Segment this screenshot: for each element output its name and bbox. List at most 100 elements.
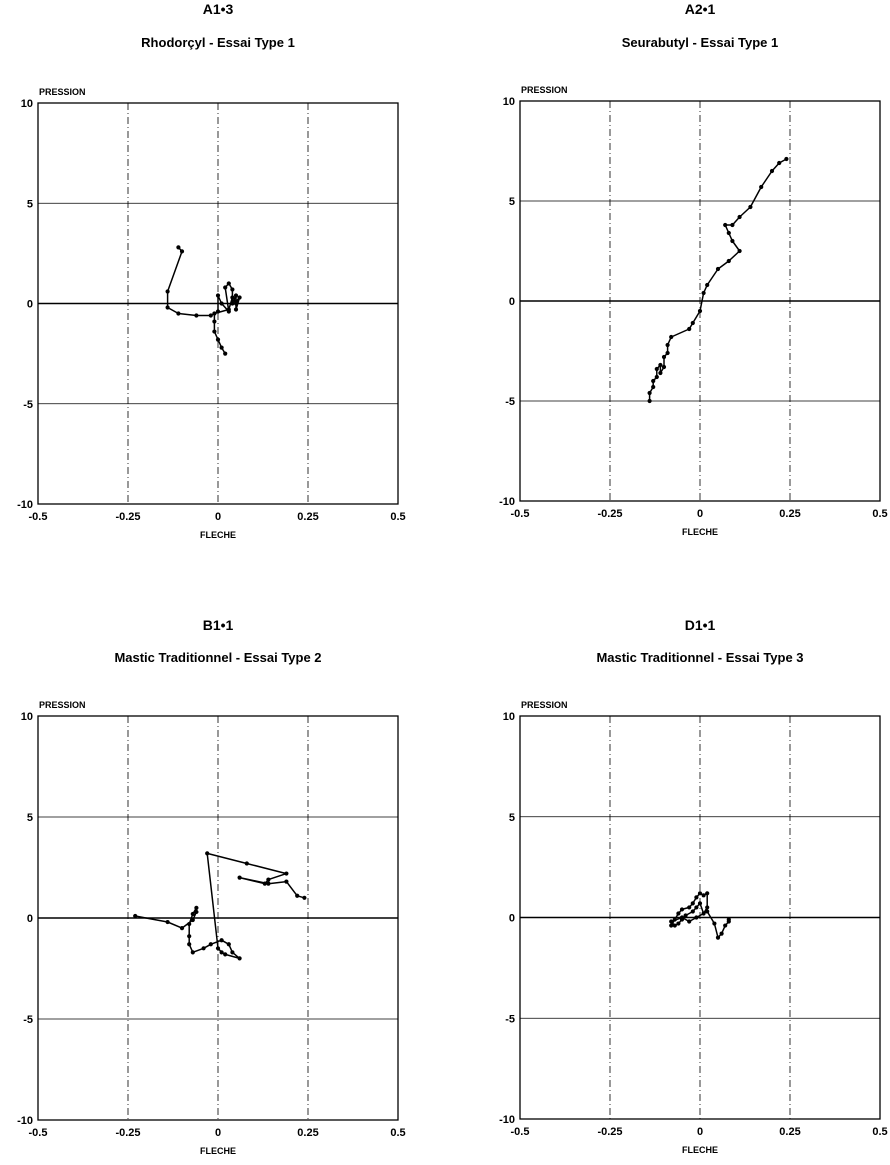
data-point — [230, 301, 235, 306]
data-point — [694, 905, 699, 910]
data-point — [726, 258, 731, 264]
x-tick-label: 0.5 — [872, 1126, 887, 1138]
x-tick-label: 0.5 — [390, 1127, 405, 1139]
data-point — [194, 909, 199, 915]
data-point — [201, 946, 206, 951]
data-point — [215, 293, 221, 298]
data-point — [730, 222, 735, 228]
data-point — [190, 950, 195, 955]
data-point — [223, 351, 228, 356]
chart-code: D1•1 — [685, 617, 716, 633]
data-point — [687, 326, 692, 332]
data-point — [219, 345, 224, 350]
data-point — [679, 907, 685, 912]
x-tick-label: 0 — [697, 508, 703, 520]
data-point — [194, 905, 199, 911]
data-point — [726, 230, 731, 236]
data-point — [759, 184, 764, 190]
chart-title: Mastic Traditionnel - Essai Type 2 — [114, 650, 321, 665]
data-point — [715, 266, 721, 272]
data-point — [705, 909, 710, 914]
x-tick-label: -0.25 — [115, 1127, 140, 1139]
data-point — [133, 913, 138, 919]
chart-panel-1: A1•3 Rhodorçyl - Essai Type 1 PRESSION FLEC… — [17, 1, 406, 540]
data-point — [194, 313, 199, 318]
data-point — [230, 295, 235, 300]
data-point — [690, 320, 695, 326]
data-point — [266, 881, 271, 886]
x-tick-label: -0.5 — [29, 1127, 48, 1139]
y-tick-label: 10 — [21, 711, 33, 723]
data-point — [712, 921, 717, 926]
data-point — [226, 942, 231, 947]
y-axis-label: PRESSION — [521, 700, 568, 710]
data-point — [676, 911, 681, 916]
x-tick-label: 0.25 — [297, 1127, 318, 1139]
y-tick-label: -5 — [23, 399, 33, 411]
data-point — [212, 329, 217, 334]
data-point — [658, 362, 663, 368]
y-tick-label: 0 — [509, 913, 515, 925]
data-point — [697, 308, 703, 314]
data-point — [730, 238, 735, 244]
plot-frame — [37, 715, 399, 1121]
x-tick-label: -0.5 — [511, 508, 530, 520]
y-tick-label: -5 — [505, 396, 515, 408]
data-point — [694, 895, 699, 900]
data-point — [726, 917, 731, 922]
y-tick-label: 0 — [27, 913, 33, 925]
data-point — [672, 923, 677, 928]
x-tick-label: -0.25 — [115, 511, 140, 523]
data-point — [665, 350, 670, 356]
chart-title: Mastic Traditionnel - Essai Type 3 — [596, 650, 803, 665]
data-point — [697, 901, 703, 906]
data-point — [165, 305, 170, 310]
y-tick-label: 5 — [27, 812, 33, 824]
data-point — [266, 877, 271, 882]
plot-frame — [37, 102, 399, 505]
chart-code: B1•1 — [203, 617, 234, 633]
y-tick-label: -5 — [505, 1013, 515, 1025]
data-point — [715, 935, 721, 940]
data-point — [219, 950, 224, 955]
y-tick-label: -10 — [499, 496, 515, 508]
data-point — [244, 861, 249, 866]
data-point — [205, 851, 210, 856]
y-tick-label: 10 — [503, 96, 515, 108]
data-point — [208, 942, 213, 947]
data-point — [284, 871, 289, 876]
x-tick-label: 0.25 — [779, 508, 800, 520]
x-tick-label: -0.25 — [597, 1126, 622, 1138]
chart-panel-3: B1•1 Mastic Traditionnel - Essai Type 2 PR… — [17, 617, 406, 1156]
data-point — [208, 313, 213, 318]
data-point — [651, 378, 656, 384]
data-point — [647, 398, 652, 404]
x-tick-label: -0.25 — [597, 508, 622, 520]
data-point — [223, 952, 228, 957]
data-point — [672, 917, 677, 922]
data-point — [669, 334, 674, 340]
y-tick-label: 10 — [503, 711, 515, 723]
data-point — [230, 950, 235, 955]
data-point — [669, 919, 674, 924]
data-point — [237, 295, 242, 300]
x-tick-label: 0 — [697, 1126, 703, 1138]
y-tick-label: -10 — [17, 499, 33, 511]
data-point — [190, 917, 195, 923]
series-line — [135, 852, 305, 960]
data-point — [701, 911, 706, 916]
data-point — [219, 938, 224, 943]
data-point — [226, 281, 231, 286]
data-point — [705, 905, 710, 910]
data-point — [683, 913, 688, 918]
chart-panel-2: A2•1 Seurabutyl - Essai Type 1 PRESSION FLE… — [499, 1, 888, 537]
data-point — [737, 248, 742, 254]
data-point — [302, 895, 307, 900]
data-point — [647, 390, 652, 396]
data-point — [237, 956, 242, 961]
y-tick-label: 10 — [21, 98, 33, 110]
data-point — [701, 290, 706, 296]
data-point — [219, 301, 224, 306]
data-point — [262, 881, 267, 886]
